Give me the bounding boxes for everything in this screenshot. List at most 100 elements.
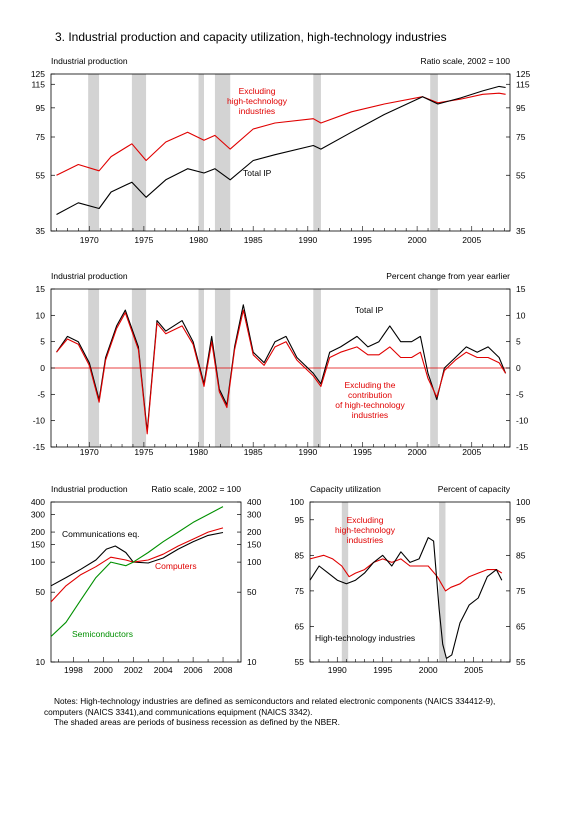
x-tick-label: 1985 (244, 447, 263, 457)
series-label-excluding: industries (347, 535, 383, 545)
x-tick-label: 2005 (464, 665, 483, 675)
series-label-semiconductors: Semiconductors (72, 629, 133, 639)
y-tick-label-right: 95 (516, 515, 526, 525)
series-label-computers: Computers (155, 561, 197, 571)
y-tick-label-left: 65 (295, 621, 305, 631)
y-tick-label-left: 95 (36, 103, 46, 113)
y-tick-label-left: 95 (295, 515, 305, 525)
series-line-computers (50, 527, 224, 603)
y-tick-label-right: 55 (516, 170, 526, 180)
x-tick-label: 1970 (80, 235, 99, 245)
y-tick-label-right: 50 (247, 587, 257, 597)
x-tick-label: 2000 (94, 665, 113, 675)
x-tick-label: 1980 (189, 235, 208, 245)
recession-band (430, 74, 438, 231)
y-tick-label-right: 65 (516, 621, 526, 631)
y-tick-label-right: 10 (516, 310, 526, 320)
y-tick-label-left: -5 (37, 389, 45, 399)
series-label-total: Total IP (355, 305, 384, 315)
panel-ip-percent-change: -15 -15 -10 -10 -5 -5 0 0 5 5 10 10 15 15 1970 1975 1980… (33, 271, 529, 457)
x-tick-label: 1980 (189, 447, 208, 457)
series-label-excluding: high-technology (227, 96, 288, 106)
x-tick-label: 1975 (134, 447, 153, 457)
recession-band (341, 502, 349, 662)
panel-hightech-components: 10 10 50 50 100 100 150 150 200 200 300 300 400 400 19… (31, 484, 262, 675)
y-tick-label-left: 115 (31, 79, 45, 89)
y-tick-label-left: 55 (36, 170, 46, 180)
y-tick-label-right: 115 (516, 79, 530, 89)
y-tick-label-left: 10 (36, 310, 46, 320)
y-tick-label-left: 10 (36, 657, 46, 667)
x-tick-label: 1970 (80, 447, 99, 457)
y-tick-label-left: 35 (36, 226, 46, 236)
y-tick-label-right: 100 (247, 557, 261, 567)
series-line-total (56, 85, 506, 215)
y-tick-label-left: -10 (33, 416, 46, 426)
y-tick-label-left: 0 (40, 363, 45, 373)
y-tick-label-left: 100 (290, 497, 304, 507)
x-tick-label: 2008 (214, 665, 233, 675)
series-line-communications (50, 531, 224, 587)
y-tick-label-left: 15 (36, 284, 46, 294)
x-tick-label: 2004 (154, 665, 173, 675)
y-tick-label-left: 200 (31, 527, 45, 537)
y-tick-label-right: 100 (516, 497, 530, 507)
recession-band (214, 74, 231, 231)
plot-frame (50, 501, 242, 663)
y-tick-label-right: 150 (247, 540, 261, 550)
series-label-excluding: industries (239, 106, 275, 116)
series-line-total (309, 537, 503, 659)
x-tick-label: 2002 (124, 665, 143, 675)
series-label-excluding: Excluding the (344, 380, 395, 390)
series-line-excluding (56, 309, 507, 435)
x-tick-label: 1975 (134, 235, 153, 245)
y-tick-label-left: 50 (36, 587, 46, 597)
x-tick-label: 2005 (462, 235, 481, 245)
notes-line-2: computers (NAICS 3341),and communication… (44, 706, 313, 717)
series-label-excluding: contribution (348, 390, 392, 400)
y-tick-label-left: 125 (31, 69, 45, 79)
y-tick-label-right: -15 (516, 442, 529, 452)
y-tick-label-left: 75 (295, 586, 305, 596)
x-tick-label: 1990 (298, 235, 317, 245)
x-tick-label: 2000 (408, 235, 427, 245)
y-tick-label-right: 15 (516, 284, 526, 294)
panel-title-right: Percent of capacity (438, 484, 511, 494)
x-tick-label: 1990 (328, 665, 347, 675)
series-label-excluding: high-technology (335, 525, 396, 535)
series-label-excluding: Excluding (239, 86, 276, 96)
recession-band (198, 74, 204, 231)
y-tick-label-left: 100 (31, 557, 45, 567)
y-tick-label-left: 150 (31, 540, 45, 550)
y-tick-label-left: 55 (295, 657, 305, 667)
y-tick-label-right: 5 (516, 337, 521, 347)
y-tick-label-right: 400 (247, 497, 261, 507)
y-tick-label-left: 5 (40, 337, 45, 347)
x-tick-label: 2000 (408, 447, 427, 457)
x-tick-label: 1998 (64, 665, 83, 675)
y-tick-label-right: 10 (247, 657, 257, 667)
y-tick-label-right: 35 (516, 226, 526, 236)
y-tick-label-right: 300 (247, 509, 261, 519)
notes-line-3: The shaded areas are periods of business… (54, 717, 340, 727)
page-title: 3. Industrial production and capacity ut… (55, 30, 447, 44)
y-tick-label-right: -10 (516, 416, 529, 426)
series-line-semiconductors (50, 506, 224, 637)
y-tick-label-right: 75 (516, 132, 526, 142)
y-tick-label-right: 95 (516, 103, 526, 113)
notes: Notes: High-technology industries are de… (44, 696, 574, 728)
panel-title-left: Industrial production (51, 56, 128, 66)
y-tick-label-right: 125 (516, 69, 530, 79)
panel-title-right: Percent change from year earlier (386, 271, 510, 281)
series-line-excluding (309, 554, 503, 592)
y-tick-label-left: 75 (36, 132, 46, 142)
panel-title-right: Ratio scale, 2002 = 100 (420, 56, 510, 66)
y-tick-label-right: 55 (516, 657, 526, 667)
y-tick-label-right: 75 (516, 586, 526, 596)
x-tick-label: 1995 (353, 447, 372, 457)
series-label-communications: Communications eq. (62, 529, 139, 539)
y-tick-label-right: 200 (247, 527, 261, 537)
series-label-excluding: of high-technology (335, 400, 405, 410)
